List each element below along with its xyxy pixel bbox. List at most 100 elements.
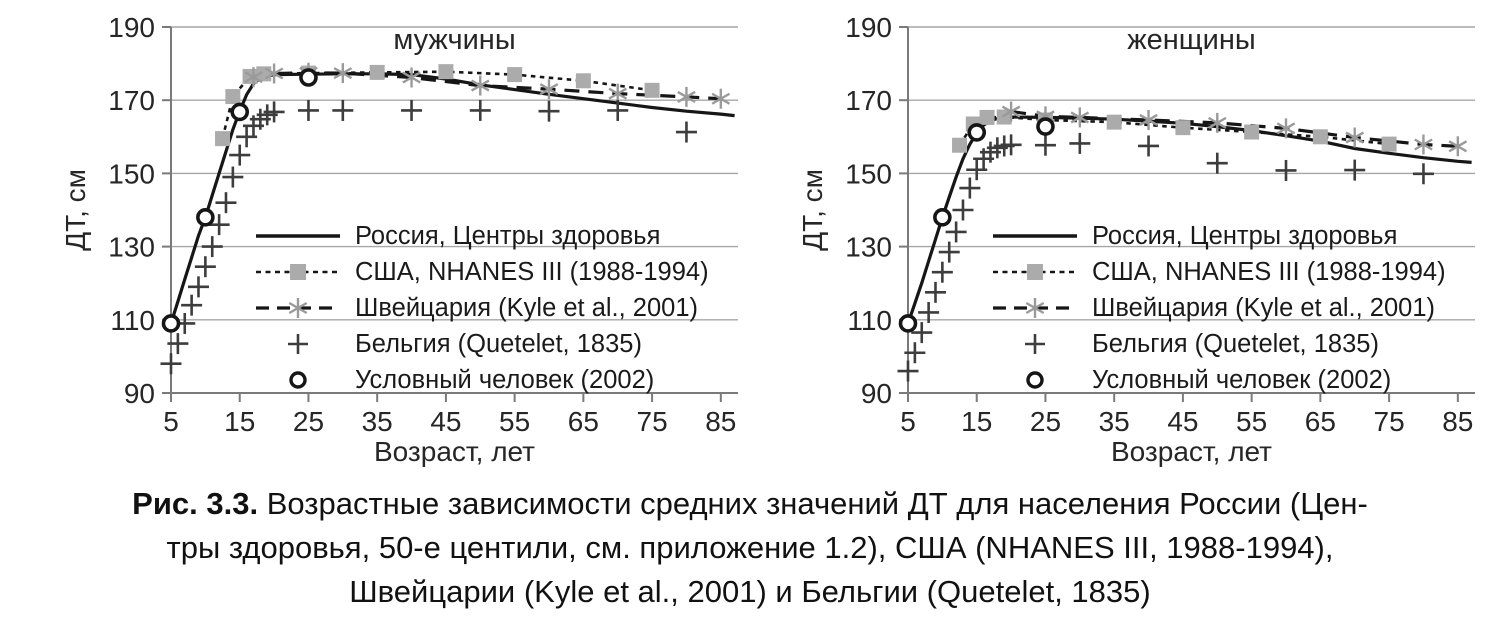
legend-marker bbox=[256, 264, 340, 280]
x-tick-label: 5 bbox=[163, 406, 179, 437]
chart-title-women: женщины bbox=[1127, 24, 1256, 56]
circle-marker bbox=[933, 208, 952, 227]
square-marker bbox=[438, 64, 454, 80]
x-tick-label: 45 bbox=[430, 406, 461, 437]
square-marker bbox=[1381, 136, 1397, 152]
y-tick-label: 90 bbox=[124, 378, 155, 409]
legend-marker bbox=[993, 234, 1077, 238]
square-marker bbox=[979, 109, 995, 125]
asterisk-marker bbox=[608, 87, 628, 100]
legend-item: Бельгия (Quetelet, 1835) bbox=[250, 326, 709, 362]
asterisk-marker bbox=[1414, 138, 1433, 151]
x-tick-label: 85 bbox=[705, 406, 736, 437]
asterisk-marker bbox=[264, 67, 284, 80]
legend-label: США, NHANES III (1988-1994) bbox=[355, 257, 709, 286]
y-tick-label: 150 bbox=[108, 158, 155, 189]
caption-line-1-text: Возрастные зависимости средних значений … bbox=[258, 486, 1368, 521]
figure-caption: Рис. 3.3. Возрастные зависимости средних… bbox=[0, 482, 1500, 614]
y-tick-label: 190 bbox=[845, 12, 892, 43]
plot-area-men: 90 110 130 150 170 190 5 15 25 35 45 55 65 75 85 bbox=[108, 12, 738, 437]
legend-men: Россия, Центры здоровья США, NHANES III (… bbox=[250, 218, 709, 398]
legend-item: США, NHANES III (1988-1994) bbox=[250, 254, 709, 290]
legend-item: Швейцария (Kyle et al., 2001) bbox=[987, 290, 1446, 326]
y-tick-label: 130 bbox=[108, 232, 155, 263]
y-tick-label: 110 bbox=[847, 305, 892, 336]
plot-area-women: 90 110 130 150 170 190 5 15 25 35 45 55 65 75 85 bbox=[845, 12, 1475, 437]
x-tick-label: 15 bbox=[224, 406, 255, 437]
legend-item: США, NHANES III (1988-1994) bbox=[987, 254, 1446, 290]
legend-item: Бельгия (Quetelet, 1835) bbox=[987, 326, 1446, 362]
square-marker bbox=[1312, 129, 1328, 145]
legend-women: Россия, Центры здоровья США, NHANES III (… bbox=[987, 218, 1446, 398]
square-marker bbox=[225, 89, 241, 105]
legend-circle-marker bbox=[289, 371, 307, 389]
asterisk-marker bbox=[470, 79, 490, 92]
asterisk-marker bbox=[1207, 116, 1227, 129]
x-tick-label: 35 bbox=[362, 406, 393, 437]
legend-marker bbox=[1026, 371, 1044, 389]
asterisk-marker bbox=[1139, 113, 1158, 127]
x-tick-label: 25 bbox=[293, 406, 324, 437]
legend-label: Россия, Центры здоровья bbox=[355, 221, 661, 250]
y-axis-label-men: ДТ, см bbox=[60, 169, 91, 251]
circle-marker bbox=[967, 123, 987, 142]
y-tick-label: 110 bbox=[110, 305, 155, 336]
x-tick-label: 35 bbox=[1099, 406, 1130, 437]
asterisk-marker bbox=[711, 92, 731, 105]
asterisk-marker bbox=[539, 83, 559, 96]
legend-marker bbox=[1025, 334, 1045, 354]
chart-men: 90 110 130 150 170 190 5 15 25 35 45 55 65 75 85 мужчи… bbox=[0, 0, 755, 480]
legend-label: Бельгия (Quetelet, 1835) bbox=[355, 329, 642, 358]
legend-marker bbox=[993, 264, 1077, 280]
legend-label: Условный человек (2002) bbox=[1092, 365, 1392, 394]
legend-marker bbox=[256, 234, 340, 238]
asterisk-marker bbox=[402, 71, 421, 84]
legend-label: США, NHANES III (1988-1994) bbox=[1092, 257, 1446, 286]
caption-line-3: Швейцарии (Kyle et al., 2001) и Бельгии … bbox=[349, 574, 1151, 609]
legend-marker bbox=[256, 298, 340, 318]
legend-square-marker bbox=[1027, 264, 1043, 280]
caption-figure-number: Рис. 3.3. bbox=[132, 486, 259, 521]
circle-marker bbox=[161, 314, 181, 333]
asterisk-marker bbox=[1276, 122, 1296, 135]
x-tick-label: 85 bbox=[1442, 406, 1473, 437]
legend-label: Условный человек (2002) bbox=[355, 365, 655, 394]
legend-item: Россия, Центры здоровья bbox=[987, 218, 1446, 254]
chart-title-men: мужчины bbox=[393, 24, 516, 56]
circle-marker bbox=[898, 314, 918, 333]
x-axis-label-men: Возраст, лет bbox=[374, 436, 535, 467]
y-axis-label-women: ДТ, см bbox=[797, 169, 828, 251]
legend-label: Швейцария (Kyle et al., 2001) bbox=[355, 293, 699, 322]
x-tick-label: 75 bbox=[637, 406, 668, 437]
x-tick-label: 65 bbox=[1305, 406, 1336, 437]
square-marker bbox=[369, 64, 385, 80]
asterisk-marker bbox=[677, 90, 696, 103]
asterisk-marker bbox=[244, 71, 263, 84]
x-tick-label: 75 bbox=[1374, 406, 1405, 437]
square-marker bbox=[1106, 114, 1122, 130]
asterisk-marker bbox=[1070, 111, 1090, 124]
legend-circle-marker bbox=[1026, 371, 1044, 389]
legend-marker bbox=[289, 371, 307, 389]
x-axis-label-women: Возраст, лет bbox=[1111, 436, 1272, 467]
square-marker bbox=[215, 131, 231, 147]
asterisk-marker bbox=[1345, 131, 1365, 144]
asterisk-marker bbox=[1001, 105, 1021, 118]
chart-women: 90 110 130 150 170 190 5 15 25 35 45 55 65 75 85 женщи… bbox=[737, 0, 1492, 480]
x-tick-label: 55 bbox=[1236, 406, 1267, 437]
circle-marker bbox=[230, 102, 250, 122]
x-tick-label: 45 bbox=[1167, 406, 1198, 437]
square-marker bbox=[1244, 124, 1260, 140]
legend-item: Условный человек (2002) bbox=[987, 362, 1446, 398]
y-tick-label: 130 bbox=[845, 232, 892, 263]
circle-marker bbox=[299, 68, 318, 87]
y-tick-label: 190 bbox=[108, 12, 155, 43]
legend-item: Условный человек (2002) bbox=[250, 362, 709, 398]
y-tick-label: 90 bbox=[861, 378, 892, 409]
y-tick-label: 170 bbox=[845, 85, 892, 116]
square-marker bbox=[575, 73, 591, 89]
legend-square-marker bbox=[290, 264, 306, 280]
legend-asterisk-marker bbox=[1025, 301, 1045, 315]
x-tick-label: 15 bbox=[961, 406, 992, 437]
y-tick-label: 170 bbox=[108, 85, 155, 116]
